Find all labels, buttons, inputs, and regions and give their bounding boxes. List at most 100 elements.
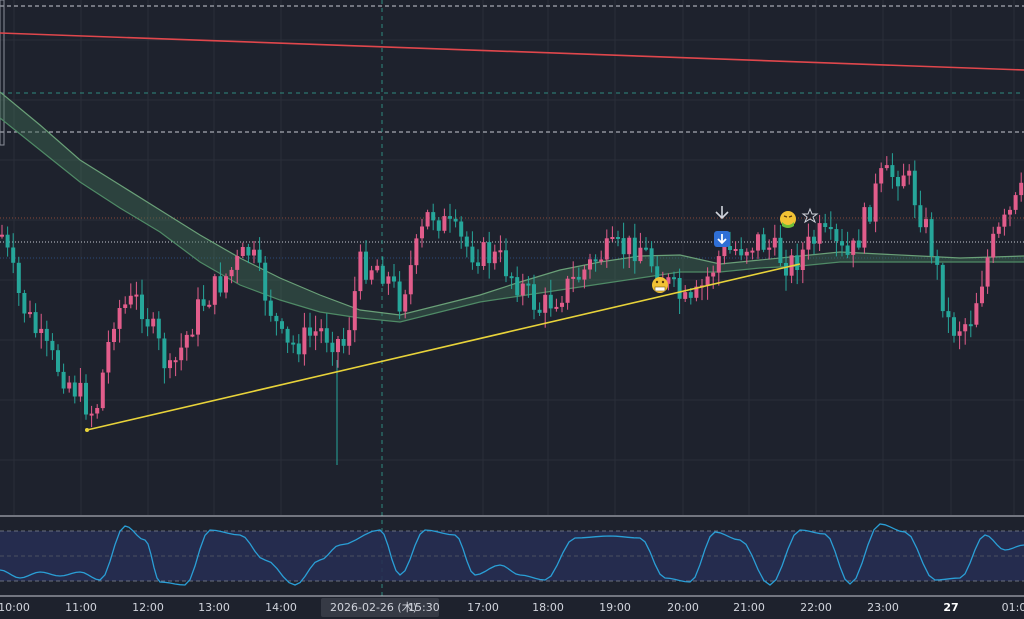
candle-body [190,334,195,337]
candle-body [392,276,396,282]
candle-body [644,247,648,250]
download-badge-icon[interactable] [714,231,730,247]
candle-body [285,328,290,343]
candle-body [924,219,928,228]
candle-body [33,312,38,334]
candle-body [604,238,609,260]
candle-body [912,170,917,206]
candle-body [935,256,940,265]
candle-body [386,276,391,284]
candle-body [11,247,16,263]
candle-body [795,255,800,270]
candle-body [308,327,312,336]
time-axis: 10:00 11:00 12:00 13:00 14:00 17:00 18:00 19:00… [0,598,1024,617]
candle-body [683,292,688,299]
annotations[interactable] [652,206,819,293]
candle-body [515,277,520,296]
candle-body [252,249,256,256]
candle-body [688,292,693,298]
crosshair-time-label: 15:30 [408,601,440,614]
candle-body [89,413,94,416]
x-tick-label: 22:00 [800,601,832,614]
trendline-handle[interactable] [85,428,89,432]
candle-body [207,304,212,307]
candle-body [890,165,895,177]
candle-body [352,291,357,331]
x-tick-label: 12:00 [132,601,164,614]
candle-body [156,318,161,339]
candle-body [504,250,508,277]
x-tick-label: 18:00 [532,601,564,614]
candle-body [162,338,167,369]
candle-body [358,251,363,292]
candle-body [134,294,139,297]
grimace-emoji[interactable] [652,277,668,293]
candle-body [100,372,105,409]
candle-body [44,328,49,341]
candle-body [677,278,682,299]
candle-body [168,360,172,369]
candle-body [627,237,632,255]
trendlines[interactable] [0,32,1024,432]
candle-body [448,216,452,219]
candle-body [1002,214,1007,227]
candle-body [823,223,828,227]
candle-body [985,257,990,287]
candle-body [487,242,492,264]
ma-line-upper [0,91,1024,316]
candle-body [896,177,900,187]
candle-body [179,347,184,361]
candle-body [0,234,4,237]
candle-body [369,270,374,280]
candle-body [873,183,878,222]
candle-body [968,324,973,327]
trendline-red[interactable] [0,32,1024,71]
candle-body [772,237,777,248]
candle-body [16,262,21,293]
candle-body [560,302,564,307]
candle-body [739,249,744,256]
candle-body [453,218,458,222]
candle-body [666,277,671,284]
candle-body [280,321,284,329]
candle-body [996,226,1001,234]
candle-body [302,327,307,355]
x-tick-label: 19:00 [599,601,631,614]
x-tick-label: 11:00 [65,601,97,614]
candle-body [750,250,755,253]
trendline-yellow[interactable] [86,263,801,431]
horizontal-levels [0,0,1024,600]
x-tick-label: 27 [943,601,958,614]
candle-body [431,212,436,221]
candle-body [756,234,760,251]
arrow-down-icon[interactable] [715,206,729,220]
candle-body [509,276,514,279]
candle-body [991,233,996,258]
sick-emoji[interactable] [780,211,796,228]
candle-body [840,241,844,246]
candle-body [375,265,380,271]
candle-body [151,318,156,327]
candle-body [800,249,805,270]
candle-body [532,284,536,310]
candle-body [520,283,525,296]
candle-body [940,264,945,312]
ma-line-lower [0,117,1024,323]
candle-body [364,251,368,280]
left-edge-box [0,0,5,146]
candle-body [341,339,346,346]
candle-body [67,382,72,389]
star-icon[interactable] [801,207,819,224]
candle-body [901,175,906,187]
candle-body [655,266,660,285]
candle-body [112,328,116,342]
candle-body [856,240,861,248]
crosshair-date-label: 2026-02-26 (木) [330,601,417,614]
candle-body [196,299,200,335]
candle-body [414,238,419,266]
candle-body [61,371,66,389]
candle-body [324,328,329,343]
x-tick-label: 17:00 [467,601,499,614]
